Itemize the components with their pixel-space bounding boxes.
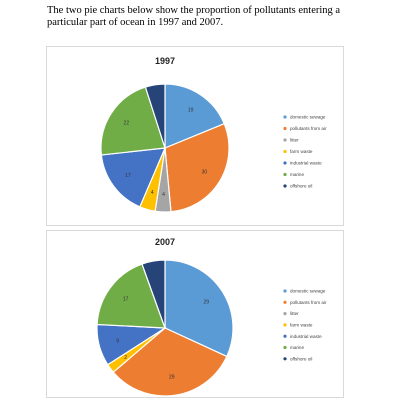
slice-label-industrial-waste-2007: 9 — [116, 338, 119, 344]
legend-marker-pollutants-from-air-1997 — [283, 126, 287, 131]
intro-text: The two pie charts below show the propor… — [47, 5, 341, 28]
legend-label-offshore-oil-1997: offshore oil — [290, 184, 312, 189]
legend-label-industrial-waste-1997: industrial waste — [290, 161, 322, 166]
pie-slice-marine-1997 — [100, 86, 166, 156]
pie-slice-industrial-waste-1997 — [100, 147, 166, 208]
slice-label-farm-waste-2007: 2 — [124, 355, 127, 361]
legend-label-farm-waste-1997: farm waste — [290, 149, 313, 154]
legend-marker-domestic-sewage-2007 — [283, 289, 287, 293]
legend-marker-farm-waste-1997 — [283, 149, 287, 154]
pie-slice-pollutants-from-air-1997 — [164, 122, 230, 213]
legend-marker-litter-2007 — [283, 312, 287, 316]
pie-chart-1997-panel: 1997 19 30 4 4 17 22 domestic sewage pollutants … — [46, 46, 344, 226]
pie-slice-domestic-sewage-1997 — [164, 83, 226, 149]
slice-label-industrial-waste-1997: 17 — [125, 173, 131, 179]
legend-marker-marine-1997 — [283, 172, 287, 177]
legend-marker-farm-waste-2007 — [283, 323, 287, 327]
legend-label-marine-1997: marine — [290, 172, 304, 177]
legend-label-pollutants-from-air-2007: pollutants from air — [290, 300, 327, 305]
legend-label-litter-1997: litter — [290, 138, 299, 143]
legend-label-offshore-oil-2007: offshore oil — [290, 356, 312, 361]
pie-slice-offshore-oil-1997 — [144, 83, 166, 149]
legend-marker-industrial-waste-2007 — [283, 334, 287, 338]
legend-label-pollutants-from-air-1997: pollutants from air — [290, 126, 327, 131]
legend-label-domestic-sewage-1997: domestic sewage — [290, 115, 326, 120]
slice-label-litter-1997: 4 — [162, 192, 165, 198]
legend-label-farm-waste-2007: farm waste — [290, 323, 313, 328]
legend-marker-offshore-oil-2007 — [283, 357, 287, 361]
legend-marker-litter-1997 — [283, 138, 287, 142]
pie-slice-marine-2007 — [96, 263, 166, 329]
pie-slice-domestic-sewage-2007 — [164, 259, 234, 358]
legend-marker-pollutants-from-air-2007 — [283, 300, 287, 304]
legend-marker-marine-2007 — [283, 345, 287, 350]
legend-marker-industrial-waste-1997 — [283, 161, 287, 165]
pie-slice-pollutants-from-air-2007 — [112, 327, 228, 397]
chart-title-2007: 2007 — [155, 237, 175, 247]
slice-label-marine-1997: 22 — [124, 121, 130, 127]
chart-title-1997: 1997 — [155, 56, 175, 66]
legend-label-marine-2007: marine — [290, 345, 304, 350]
pie-chart-2007-panel: 2007 29 29 2 9 17 domestic sewage pollutants fr… — [46, 230, 344, 398]
legend-marker-offshore-oil-1997 — [283, 184, 287, 188]
slice-label-pollutants-from-air-1997: 30 — [202, 170, 208, 176]
slice-label-domestic-sewage-2007: 29 — [203, 299, 209, 305]
pie-chart-1997: 1997 19 30 4 4 17 22 domestic sewage pollutants … — [100, 56, 327, 213]
pie-slice-offshore-oil-2007 — [141, 259, 166, 329]
slice-label-farm-waste-1997: 4 — [151, 190, 154, 196]
legend-label-litter-2007: litter — [290, 311, 299, 316]
slice-label-domestic-sewage-1997: 19 — [188, 108, 194, 114]
slice-label-pollutants-from-air-2007: 29 — [169, 374, 175, 380]
legend-marker-domestic-sewage-1997 — [283, 115, 287, 119]
legend-label-domestic-sewage-2007: domestic sewage — [290, 289, 326, 294]
slice-label-marine-2007: 17 — [123, 297, 129, 303]
legend-label-industrial-waste-2007: industrial waste — [290, 334, 322, 339]
